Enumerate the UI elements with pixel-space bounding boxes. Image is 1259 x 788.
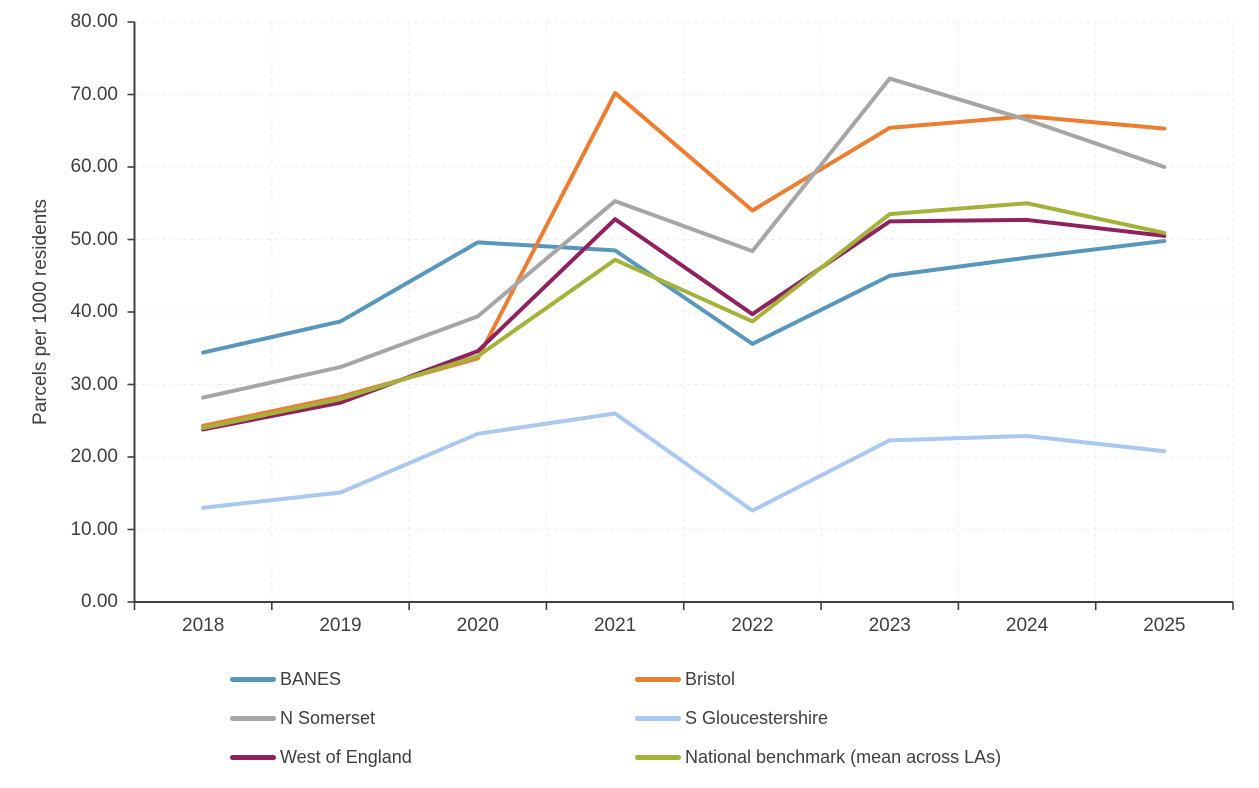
x-axis-tick-label: 2022 (731, 615, 774, 636)
legend-swatch-icon (635, 715, 681, 721)
legend-label: S Gloucestershire (685, 707, 829, 728)
legend-item-national-benchmark-mean-across-las: National benchmark (mean across LAs) (635, 744, 1001, 770)
legend-label: West of England (280, 746, 412, 767)
y-axis-tick-label: 20.00 (70, 446, 118, 467)
x-axis-tick-label: 2019 (319, 615, 362, 636)
x-axis-tick-label: 2020 (456, 615, 499, 636)
legend-item-bristol: Bristol (635, 666, 735, 692)
legend-item-banes: BANES (230, 666, 341, 692)
legend-item-n-somerset: N Somerset (230, 705, 375, 731)
y-axis-tick-label: 10.00 (70, 518, 118, 540)
y-axis-tick-label: 50.00 (70, 228, 118, 250)
series-line-s-gloucestershire (201, 411, 1167, 513)
legend-label: National benchmark (mean across LAs) (685, 746, 1002, 767)
series-line-banes (201, 238, 1167, 355)
x-axis-tick-label: 2021 (593, 615, 637, 636)
legend-label: N Somerset (280, 707, 376, 728)
legend-swatch-icon (635, 676, 681, 682)
y-axis-tick-label: 40.00 (70, 301, 118, 322)
legend-item-west-of-england: West of England (230, 744, 412, 770)
legend-swatch-icon (230, 676, 276, 682)
y-axis-tick-label: 0.00 (81, 591, 118, 612)
series-line-west-of-england (201, 217, 1167, 432)
series-line-n-somerset (201, 76, 1167, 400)
series-line-national-benchmark-mean-across-las (201, 201, 1167, 430)
legend-label: Bristol (685, 668, 736, 689)
y-axis-tick-label: 60.00 (70, 156, 118, 177)
legend-swatch-icon (635, 754, 681, 760)
legend-label: BANES (280, 668, 342, 689)
y-axis-tick-label: 70.00 (70, 83, 118, 105)
legend-swatch-icon (230, 715, 276, 721)
x-axis-tick-label: 2024 (1005, 615, 1049, 636)
y-axis-tick-label: 80.00 (70, 11, 118, 32)
x-axis-tick-label: 2023 (868, 615, 911, 636)
legend-swatch-icon (230, 754, 276, 760)
x-axis-tick-label: 2018 (182, 615, 225, 636)
legend-item-s-gloucestershire: S Gloucestershire (635, 705, 828, 731)
x-axis-tick-label: 2025 (1143, 615, 1186, 636)
y-axis-tick-label: 30.00 (70, 373, 118, 395)
